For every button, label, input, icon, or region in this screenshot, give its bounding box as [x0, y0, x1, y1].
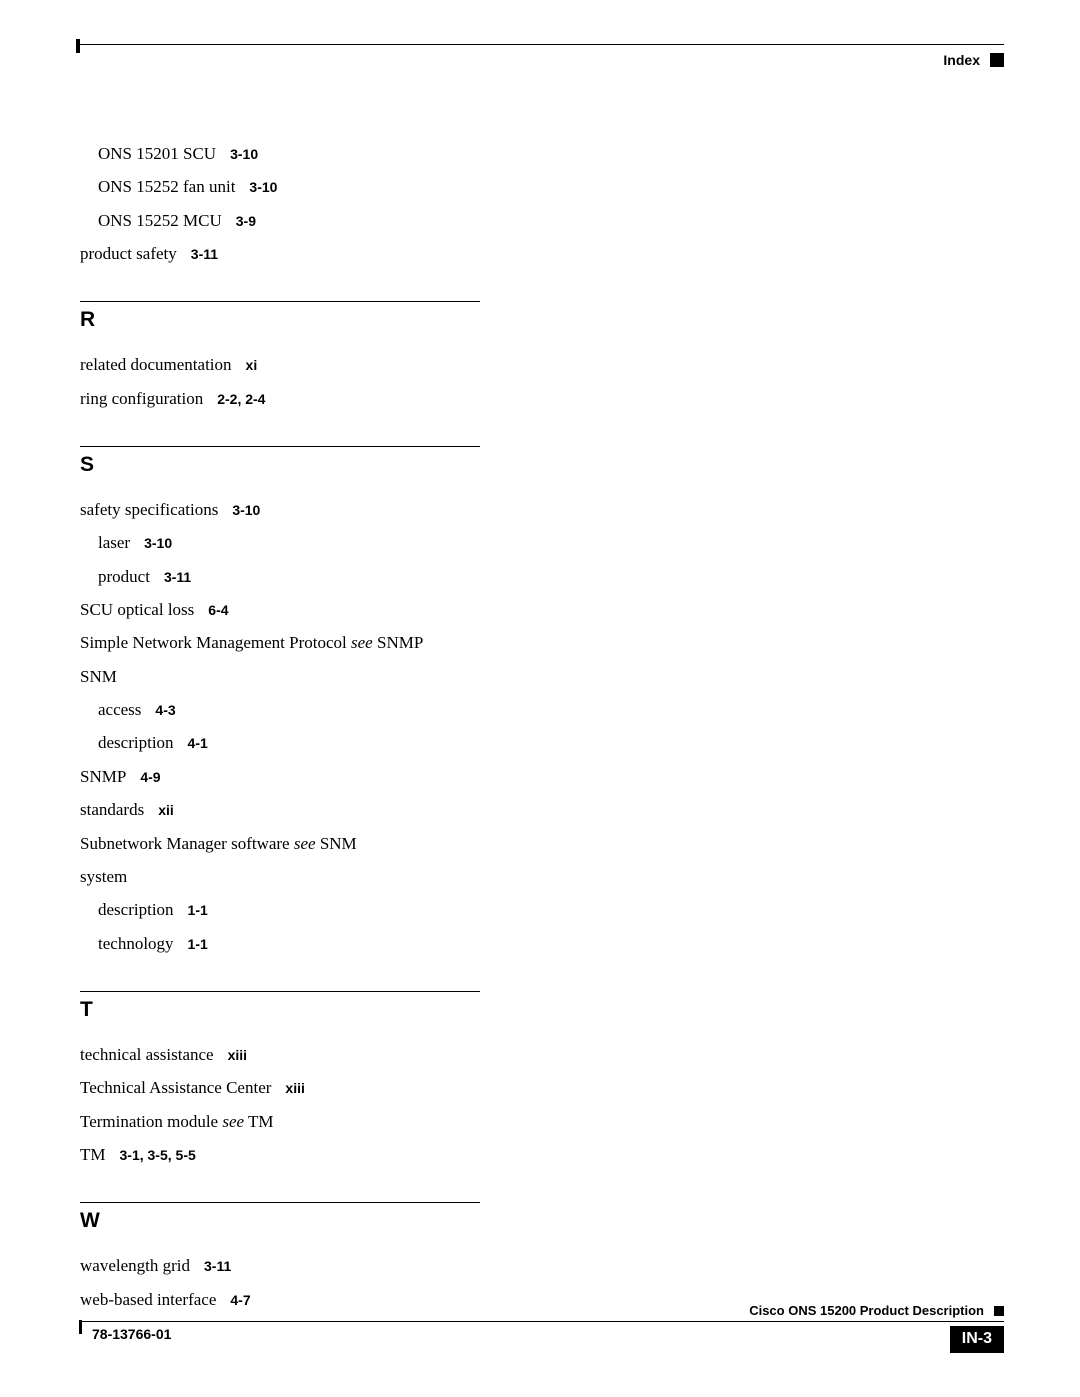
header-right: Index: [943, 52, 1004, 68]
index-entry-ref: 4-3: [155, 700, 175, 722]
index-entry: ONS 15252 MCU 3-9: [98, 208, 480, 234]
index-entry-text: product: [98, 564, 150, 590]
index-entry-text: Simple Network Management Protocol see S…: [80, 630, 423, 656]
page-frame: Index ONS 15201 SCU 3-10 ONS 15252 fan u…: [80, 44, 1004, 1397]
index-entry: laser 3-10: [98, 530, 480, 556]
section-rule: [80, 991, 480, 992]
section-letter-w: W: [80, 1209, 480, 1233]
index-entry-ref: 4-9: [140, 767, 160, 789]
index-entry-ref: 3-11: [191, 244, 218, 266]
index-entry: technology 1-1: [98, 931, 480, 957]
footer-top: Cisco ONS 15200 Product Description: [80, 1303, 1004, 1318]
index-entry-text: TM: [80, 1142, 106, 1168]
index-entry: SCU optical loss 6-4: [80, 597, 480, 623]
index-entry-text: SNM: [80, 664, 117, 690]
index-entry-text: standards: [80, 797, 144, 823]
index-entry: system: [80, 864, 480, 890]
index-entry: product 3-11: [98, 564, 480, 590]
index-entry: SNM: [80, 664, 480, 690]
footer-docnum: 78-13766-01: [92, 1326, 171, 1342]
index-entry-text: ONS 15252 fan unit: [98, 174, 235, 200]
index-entry-ref: 3-10: [249, 177, 277, 199]
index-entry-ref: 6-4: [208, 600, 228, 622]
index-entry-text: Technical Assistance Center: [80, 1075, 271, 1101]
section-rule: [80, 301, 480, 302]
footer-square-icon: [994, 1306, 1004, 1316]
section-rule: [80, 1202, 480, 1203]
index-entry: related documentation xi: [80, 352, 480, 378]
index-entry-text: safety specifications: [80, 497, 218, 523]
index-entry-text: ONS 15201 SCU: [98, 141, 216, 167]
index-entry-text: access: [98, 697, 141, 723]
index-entry-text: Subnetwork Manager software see SNM: [80, 831, 357, 857]
index-entry-text: SCU optical loss: [80, 597, 194, 623]
index-entry-text: wavelength grid: [80, 1253, 190, 1279]
index-entry-ref: 2-2, 2-4: [217, 389, 265, 411]
index-entry: technical assistance xiii: [80, 1042, 480, 1068]
index-entry-ref: 3-10: [232, 500, 260, 522]
index-entry: Termination module see TM: [80, 1109, 480, 1135]
index-entry-ref: 3-11: [204, 1256, 231, 1278]
index-entry-text: ONS 15252 MCU: [98, 208, 222, 234]
index-entry: product safety 3-11: [80, 241, 480, 267]
footer-rule: [80, 1321, 1004, 1322]
index-entry-text: description: [98, 730, 174, 756]
section-letter-r: R: [80, 308, 480, 332]
header-square-icon: [990, 53, 1004, 67]
index-entry-ref: 3-10: [230, 144, 258, 166]
index-entry: safety specifications 3-10: [80, 497, 480, 523]
index-content: ONS 15201 SCU 3-10 ONS 15252 fan unit 3-…: [80, 141, 480, 1313]
index-entry-ref: 3-1, 3-5, 5-5: [120, 1145, 196, 1167]
index-entry-text: product safety: [80, 241, 177, 267]
index-entry: ONS 15252 fan unit 3-10: [98, 174, 480, 200]
index-entry: SNMP 4-9: [80, 764, 480, 790]
header-rule: [80, 44, 1004, 45]
index-entry-ref: 3-10: [144, 533, 172, 555]
index-entry-ref: 1-1: [188, 934, 208, 956]
index-entry-text: ring configuration: [80, 386, 203, 412]
index-entry-text: SNMP: [80, 764, 126, 790]
footer-pagenum: IN-3: [950, 1326, 1004, 1353]
index-entry-ref: xiii: [285, 1078, 304, 1100]
index-entry-ref: 4-1: [188, 733, 208, 755]
index-entry-text: laser: [98, 530, 130, 556]
index-entry-ref: 3-11: [164, 567, 191, 589]
index-entry: TM 3-1, 3-5, 5-5: [80, 1142, 480, 1168]
index-entry-ref: xii: [158, 800, 174, 822]
section-rule: [80, 446, 480, 447]
index-entry-text: system: [80, 864, 127, 890]
index-entry-text: technical assistance: [80, 1042, 214, 1068]
index-entry: wavelength grid 3-11: [80, 1253, 480, 1279]
index-entry: Technical Assistance Center xiii: [80, 1075, 480, 1101]
index-entry-text: Termination module see TM: [80, 1109, 274, 1135]
index-entry-ref: xi: [246, 355, 258, 377]
index-entry: Simple Network Management Protocol see S…: [80, 630, 480, 656]
index-entry: ring configuration 2-2, 2-4: [80, 386, 480, 412]
index-entry: description 1-1: [98, 897, 480, 923]
index-entry-ref: 1-1: [188, 900, 208, 922]
index-entry-ref: 3-9: [236, 211, 256, 233]
section-letter-s: S: [80, 453, 480, 477]
header-label: Index: [943, 52, 980, 68]
index-entry-text: technology: [98, 931, 174, 957]
footer-title: Cisco ONS 15200 Product Description: [749, 1303, 984, 1318]
index-entry: Subnetwork Manager software see SNM: [80, 831, 480, 857]
index-entry-ref: xiii: [228, 1045, 247, 1067]
footer-bottom: 78-13766-01 IN-3: [80, 1326, 1004, 1353]
page-footer: Cisco ONS 15200 Product Description 78-1…: [80, 1303, 1004, 1353]
index-entry: standards xii: [80, 797, 480, 823]
section-letter-t: T: [80, 998, 480, 1022]
index-entry-text: description: [98, 897, 174, 923]
index-entry: ONS 15201 SCU 3-10: [98, 141, 480, 167]
index-entry: access 4-3: [98, 697, 480, 723]
index-entry-text: related documentation: [80, 352, 232, 378]
index-entry: description 4-1: [98, 730, 480, 756]
